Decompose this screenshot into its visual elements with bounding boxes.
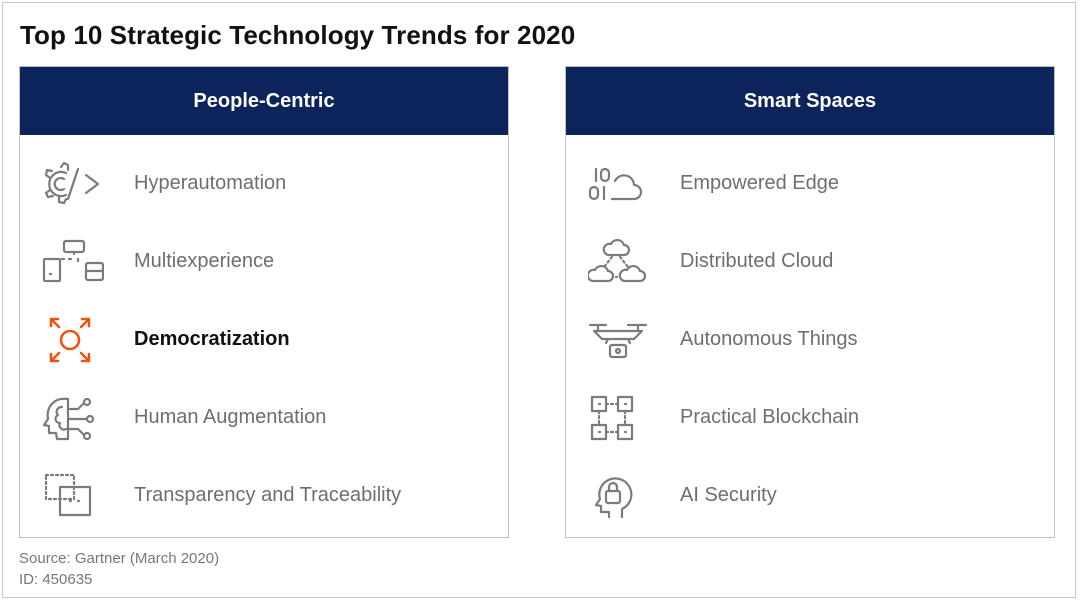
page-title: Top 10 Strategic Technology Trends for 2… <box>20 20 576 50</box>
head-lock-icon <box>594 477 633 519</box>
list-item: Distributed Cloud <box>566 223 1054 301</box>
list-item: AI Security <box>566 457 1054 535</box>
list-item: Empowered Edge <box>566 145 1054 223</box>
cloud-network-icon <box>588 238 647 283</box>
item-label: Empowered Edge <box>680 172 839 194</box>
item-label: Distributed Cloud <box>680 250 834 272</box>
item-label: AI Security <box>680 484 777 506</box>
list-item: Autonomous Things <box>566 301 1054 379</box>
list-item: Practical Blockchain <box>566 379 1054 457</box>
item-label: Democratization <box>134 328 290 350</box>
trend-list: Empowered Edge Distributed Cloud Autonom… <box>566 145 1054 535</box>
item-label: Autonomous Things <box>680 328 858 350</box>
panel-people-centric: People-Centric Hyperautomation Mul <box>19 66 509 538</box>
dotted-squares-icon <box>44 473 92 517</box>
list-item: Democratization <box>20 301 508 379</box>
list-item: Transparency and Traceability <box>20 457 508 535</box>
gear-code-icon <box>44 161 100 205</box>
panel-header: People-Centric <box>20 67 508 135</box>
blockchain-icon <box>590 395 634 441</box>
panel-smart-spaces: Smart Spaces Empowered Edge Distributed … <box>565 66 1055 538</box>
list-item: Hyperautomation <box>20 145 508 223</box>
panel-header: Smart Spaces <box>566 67 1054 135</box>
document-id: ID: 450635 <box>19 571 93 588</box>
trend-list: Hyperautomation Multiexperience <box>20 145 508 535</box>
item-label: Multiexperience <box>134 250 275 272</box>
source-text: Source: Gartner (March 2020) <box>19 550 220 567</box>
item-label: Human Augmentation <box>134 406 327 428</box>
item-label: Transparency and Traceability <box>134 484 402 506</box>
devices-icon <box>42 239 104 283</box>
list-item: Multiexperience <box>20 223 508 301</box>
binary-cloud-icon <box>588 167 643 201</box>
item-label: Practical Blockchain <box>680 406 859 428</box>
drone-icon <box>588 323 648 359</box>
brain-head-icon <box>42 397 95 441</box>
list-item: Human Augmentation <box>20 379 508 457</box>
source-note: Source: Gartner (March 2020) ID: 450635 <box>19 548 219 590</box>
item-label: Hyperautomation <box>134 172 287 194</box>
expand-circle-icon <box>49 317 91 363</box>
